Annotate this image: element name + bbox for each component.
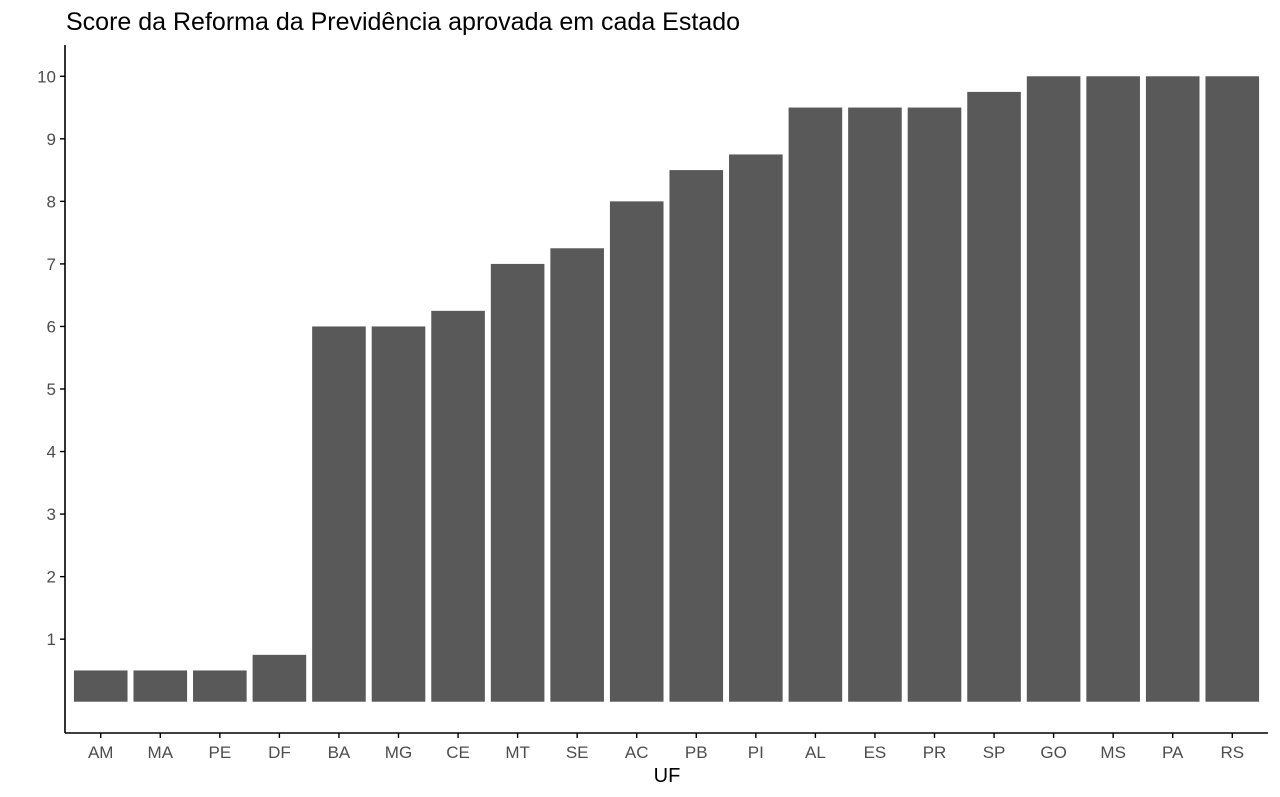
bar-ce <box>431 310 485 702</box>
x-tick-label-df: DF <box>268 743 291 762</box>
bar-am <box>73 670 128 702</box>
x-tick-label-am: AM <box>88 743 114 762</box>
x-tick-label-mg: MG <box>385 743 412 762</box>
bar-se <box>550 248 604 702</box>
y-tick-label-1: 1 <box>47 630 56 649</box>
bar-ac <box>609 201 664 702</box>
bar-rs <box>1205 76 1260 702</box>
bar-sp <box>967 91 1021 702</box>
x-tick-label-al: AL <box>805 743 826 762</box>
x-tick-label-mt: MT <box>505 743 530 762</box>
y-tick-label-6: 6 <box>47 317 56 336</box>
bars-group <box>73 76 1260 702</box>
x-tick-label-rs: RS <box>1220 743 1244 762</box>
x-tick-label-pe: PE <box>208 743 231 762</box>
y-axis-ticks: 1 2 3 4 5 6 7 8 9 10 <box>37 67 65 649</box>
bar-pi <box>729 154 783 702</box>
x-tick-label-pb: PB <box>685 743 708 762</box>
y-tick-label-8: 8 <box>47 192 56 211</box>
bar-es <box>848 107 902 702</box>
bar-pa <box>1145 76 1200 702</box>
x-tick-label-es: ES <box>864 743 887 762</box>
x-tick-label-go: GO <box>1040 743 1066 762</box>
y-tick-label-3: 3 <box>47 505 56 524</box>
y-tick-label-10: 10 <box>37 67 56 86</box>
y-tick-label-5: 5 <box>47 380 56 399</box>
y-tick-label-4: 4 <box>47 443 56 462</box>
bar-ms <box>1086 76 1140 702</box>
bar-df <box>252 654 307 702</box>
x-tick-label-pa: PA <box>1162 743 1184 762</box>
x-axis-title: UF <box>654 765 681 787</box>
x-tick-label-se: SE <box>566 743 589 762</box>
x-tick-label-pi: PI <box>748 743 764 762</box>
bar-pb <box>669 170 724 702</box>
bar-al <box>788 107 843 702</box>
bar-pr <box>907 107 962 702</box>
x-tick-label-ms: MS <box>1100 743 1126 762</box>
x-tick-label-sp: SP <box>983 743 1006 762</box>
bar-mg <box>371 326 426 702</box>
x-tick-label-ac: AC <box>625 743 649 762</box>
x-axis-ticks: AM MA PE DF BA MG CE MT SE AC PB PI AL ES PR SP GO MS PA RS <box>88 733 1244 762</box>
y-tick-label-2: 2 <box>47 568 56 587</box>
bar-mt <box>490 263 545 702</box>
bar-go <box>1026 76 1081 702</box>
chart-title: Score da Reforma da Previdência aprovada… <box>66 8 740 36</box>
bar-ma <box>133 670 188 702</box>
y-tick-label-7: 7 <box>47 255 56 274</box>
bar-ba <box>312 326 366 702</box>
x-tick-label-ma: MA <box>148 743 174 762</box>
bar-pe <box>193 670 247 702</box>
x-tick-label-ba: BA <box>328 743 351 762</box>
x-tick-label-pr: PR <box>923 743 947 762</box>
y-tick-label-9: 9 <box>47 130 56 149</box>
x-tick-label-ce: CE <box>446 743 470 762</box>
